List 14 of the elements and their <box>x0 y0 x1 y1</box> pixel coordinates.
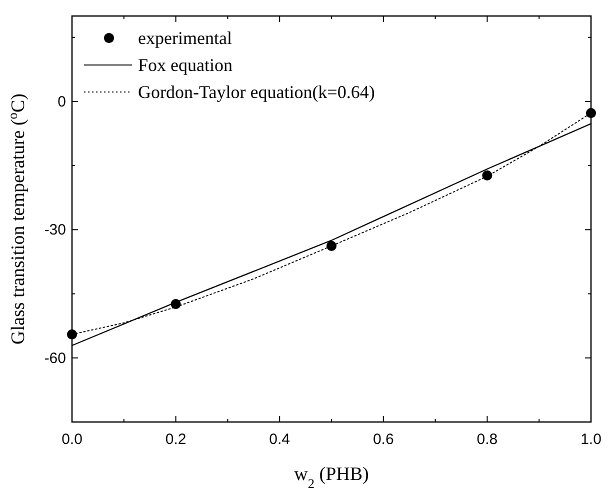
x-tick-label: 1.0 <box>580 431 602 448</box>
x-tick-label: 0.8 <box>476 431 498 448</box>
x-axis-title: w$_{2}$ (PHB) <box>294 464 369 490</box>
legend-label: Fox equation <box>138 55 232 75</box>
point <box>326 240 337 251</box>
x-tick-label: 0.6 <box>372 431 394 448</box>
y-tick-label: 0 <box>58 93 66 110</box>
x-tick-label: 0.2 <box>165 431 186 448</box>
x-tick-label: 0.0 <box>62 431 82 448</box>
y-tick-label: -30 <box>44 222 66 239</box>
legend-label: experimental <box>138 28 232 48</box>
legend-label: Gordon-Taylor equation(k=0.64) <box>138 82 375 102</box>
x-tick-label: 0.4 <box>269 431 290 448</box>
y-tick-label: -60 <box>44 350 66 367</box>
